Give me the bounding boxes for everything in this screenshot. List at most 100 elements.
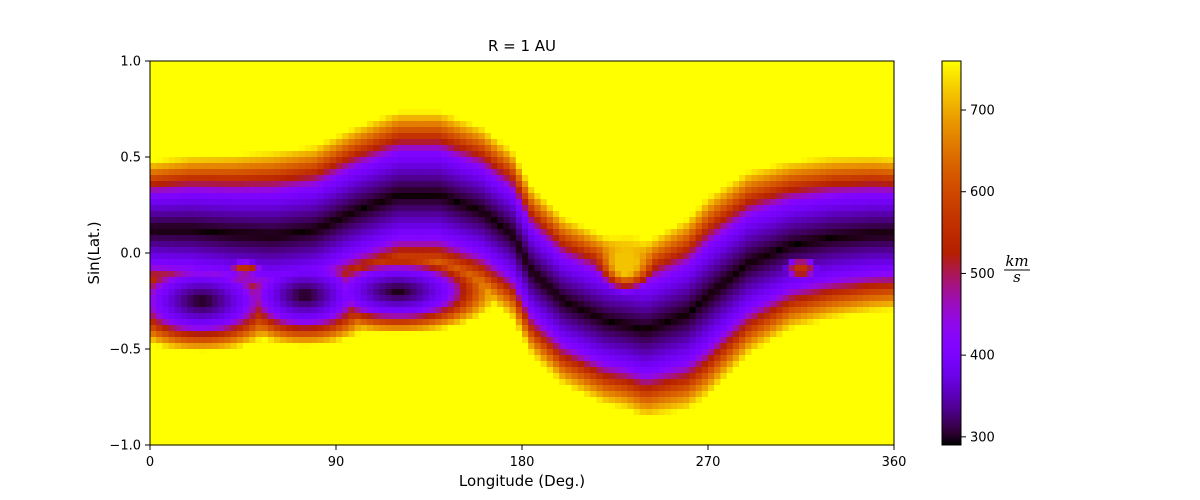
heatmap-cell [150,133,157,140]
heatmap-cell [342,193,349,200]
heatmap-cell [422,205,430,212]
heatmap-cell [162,367,170,374]
heatmap-cell [230,403,238,410]
heatmap-cell [571,181,579,188]
heatmap-cell [509,169,517,176]
heatmap-cell [515,169,523,176]
heatmap-cell [435,217,442,224]
heatmap-cell [503,295,511,302]
heatmap-cell [416,295,424,302]
heatmap-cell [404,337,411,344]
heatmap-cell [261,307,269,314]
heatmap-cell [565,361,573,368]
heatmap-cell [348,91,356,98]
heatmap-cell [416,193,424,200]
heatmap-cell [522,283,529,290]
heatmap-cell [565,331,573,338]
heatmap-cell [298,235,306,242]
heatmap-cell [199,301,207,308]
heatmap-cell [460,85,467,92]
heatmap-cell [267,115,275,122]
heatmap-cell [267,211,275,218]
heatmap-cell [503,79,511,86]
heatmap-cell [410,115,418,122]
heatmap-cell [193,175,201,182]
heatmap-cell [367,217,374,224]
heatmap-cell [305,361,312,368]
heatmap-cell [336,199,343,206]
heatmap-cell [249,205,256,212]
heatmap-cell [503,427,511,434]
heatmap-cell [261,403,269,410]
heatmap-cell [379,439,387,446]
heatmap-cell [484,103,492,110]
heatmap-cell [478,439,486,446]
heatmap-cell [584,61,591,68]
heatmap-cell [323,409,331,416]
heatmap-cell [615,73,622,80]
heatmap-cell [565,349,573,356]
heatmap-cell [422,91,430,98]
heatmap-cell [162,121,170,128]
heatmap-cell [540,361,548,368]
heatmap-cell [391,157,399,164]
heatmap-cell [447,229,455,236]
heatmap-cell [627,223,635,230]
heatmap-cell [354,127,362,134]
heatmap-cell [367,61,374,68]
heatmap-cell [491,67,498,74]
heatmap-cell [391,73,399,80]
heatmap-cell [503,343,511,350]
heatmap-cell [621,277,628,284]
heatmap-cell [261,193,269,200]
heatmap-cell [249,265,256,272]
heatmap-cell [553,409,560,416]
heatmap-cell [466,427,473,434]
heatmap-cell [311,319,318,326]
heatmap-cell [224,283,232,290]
heatmap-cell [336,115,343,122]
heatmap-cell [317,403,325,410]
heatmap-cell [286,439,294,446]
heatmap-cell [224,241,232,248]
heatmap-cell [559,241,566,248]
heatmap-cell [559,187,566,194]
heatmap-cell [546,235,554,242]
heatmap-cell [398,241,405,248]
heatmap-cell [546,193,554,200]
heatmap-cell [267,355,275,362]
heatmap-cell [528,145,535,152]
heatmap-cell [491,223,498,230]
heatmap-cell [379,223,387,230]
heatmap-cell [466,205,473,212]
heatmap-cell [429,103,436,110]
heatmap-cell [323,163,331,170]
heatmap-cell [565,313,573,320]
heatmap-cell [528,421,535,428]
heatmap-cell [193,229,201,236]
heatmap-cell [212,325,219,332]
heatmap-cell [441,223,449,230]
heatmap-cell [447,121,455,128]
heatmap-cell [571,235,579,242]
heatmap-cell [447,409,455,416]
heatmap-cell [193,373,201,380]
heatmap-cell [429,139,436,146]
heatmap-cell [515,397,523,404]
heatmap-cell [205,193,213,200]
heatmap-cell [329,217,337,224]
heatmap-cell [367,175,374,182]
heatmap-cell [292,229,300,236]
heatmap-cell [509,349,517,356]
heatmap-cell [230,427,238,434]
heatmap-cell [199,193,207,200]
heatmap-cell [627,397,635,404]
heatmap-cell [472,409,480,416]
heatmap-cell [168,361,176,368]
heatmap-cell [342,223,349,230]
heatmap-cell [422,145,430,152]
heatmap-cell [540,349,548,356]
heatmap-cell [621,91,628,98]
heatmap-cell [329,229,337,236]
heatmap-cell [466,289,473,296]
